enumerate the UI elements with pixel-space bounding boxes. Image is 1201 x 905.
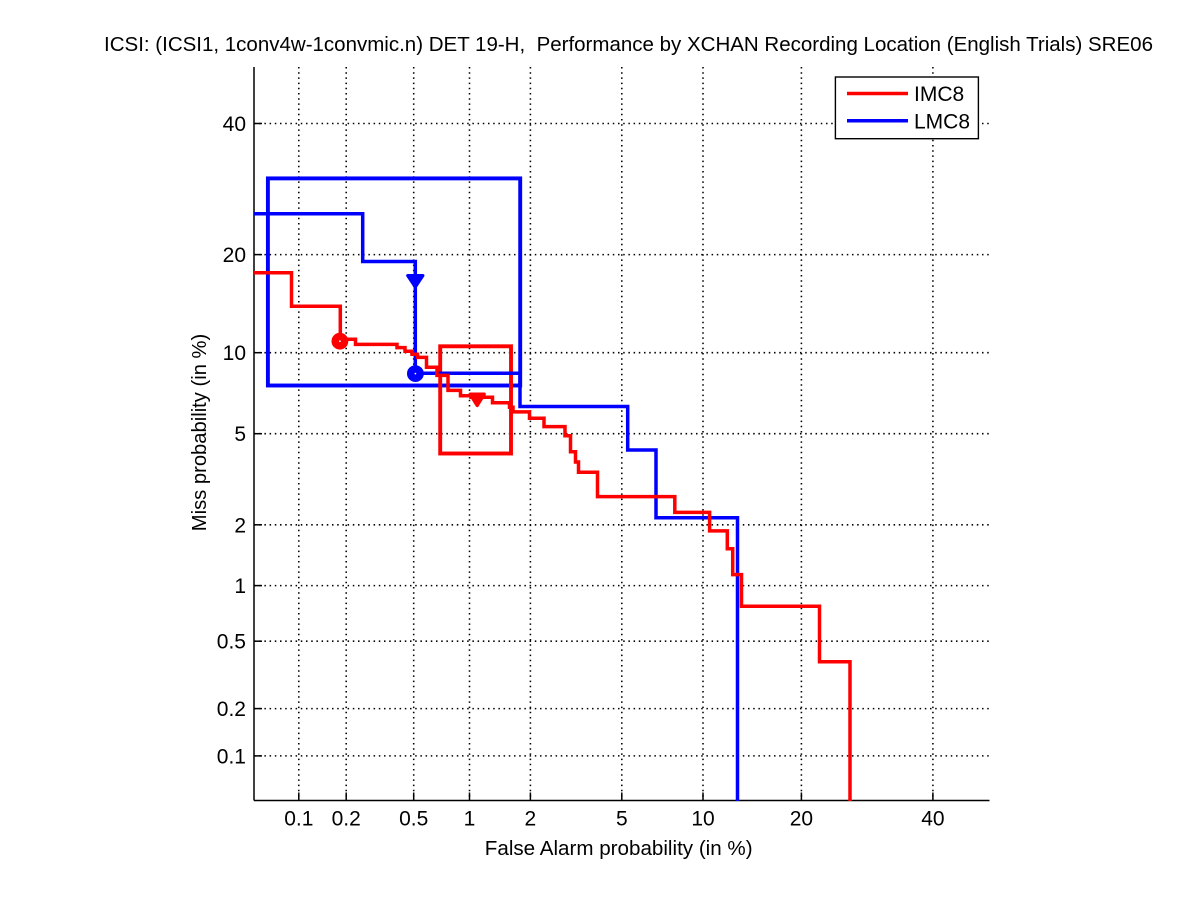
svg-text:IMC8: IMC8 [914, 83, 964, 106]
svg-text:20: 20 [223, 244, 246, 267]
svg-text:1: 1 [464, 808, 476, 831]
svg-text:20: 20 [790, 808, 813, 831]
svg-text:0.5: 0.5 [399, 808, 428, 831]
svg-text:0.1: 0.1 [217, 745, 246, 768]
svg-text:0.1: 0.1 [284, 808, 313, 831]
svg-text:ICSI: (ICSI1, 1conv4w-1convmic: ICSI: (ICSI1, 1conv4w-1convmic.n) DET 19… [104, 33, 1153, 56]
svg-text:2: 2 [525, 808, 537, 831]
svg-text:40: 40 [921, 808, 944, 831]
svg-text:1: 1 [234, 575, 246, 598]
svg-text:5: 5 [616, 808, 628, 831]
svg-text:40: 40 [223, 113, 246, 136]
svg-text:LMC8: LMC8 [914, 110, 970, 133]
svg-text:0.2: 0.2 [217, 698, 246, 721]
svg-text:Miss probability (in %): Miss probability (in %) [189, 334, 211, 531]
svg-text:5: 5 [234, 423, 246, 446]
svg-text:0.2: 0.2 [332, 808, 361, 831]
svg-text:0.5: 0.5 [217, 631, 246, 654]
svg-text:False Alarm probability (in %): False Alarm probability (in %) [485, 837, 753, 860]
svg-text:2: 2 [234, 514, 246, 537]
svg-text:10: 10 [223, 342, 246, 365]
svg-text:10: 10 [691, 808, 714, 831]
